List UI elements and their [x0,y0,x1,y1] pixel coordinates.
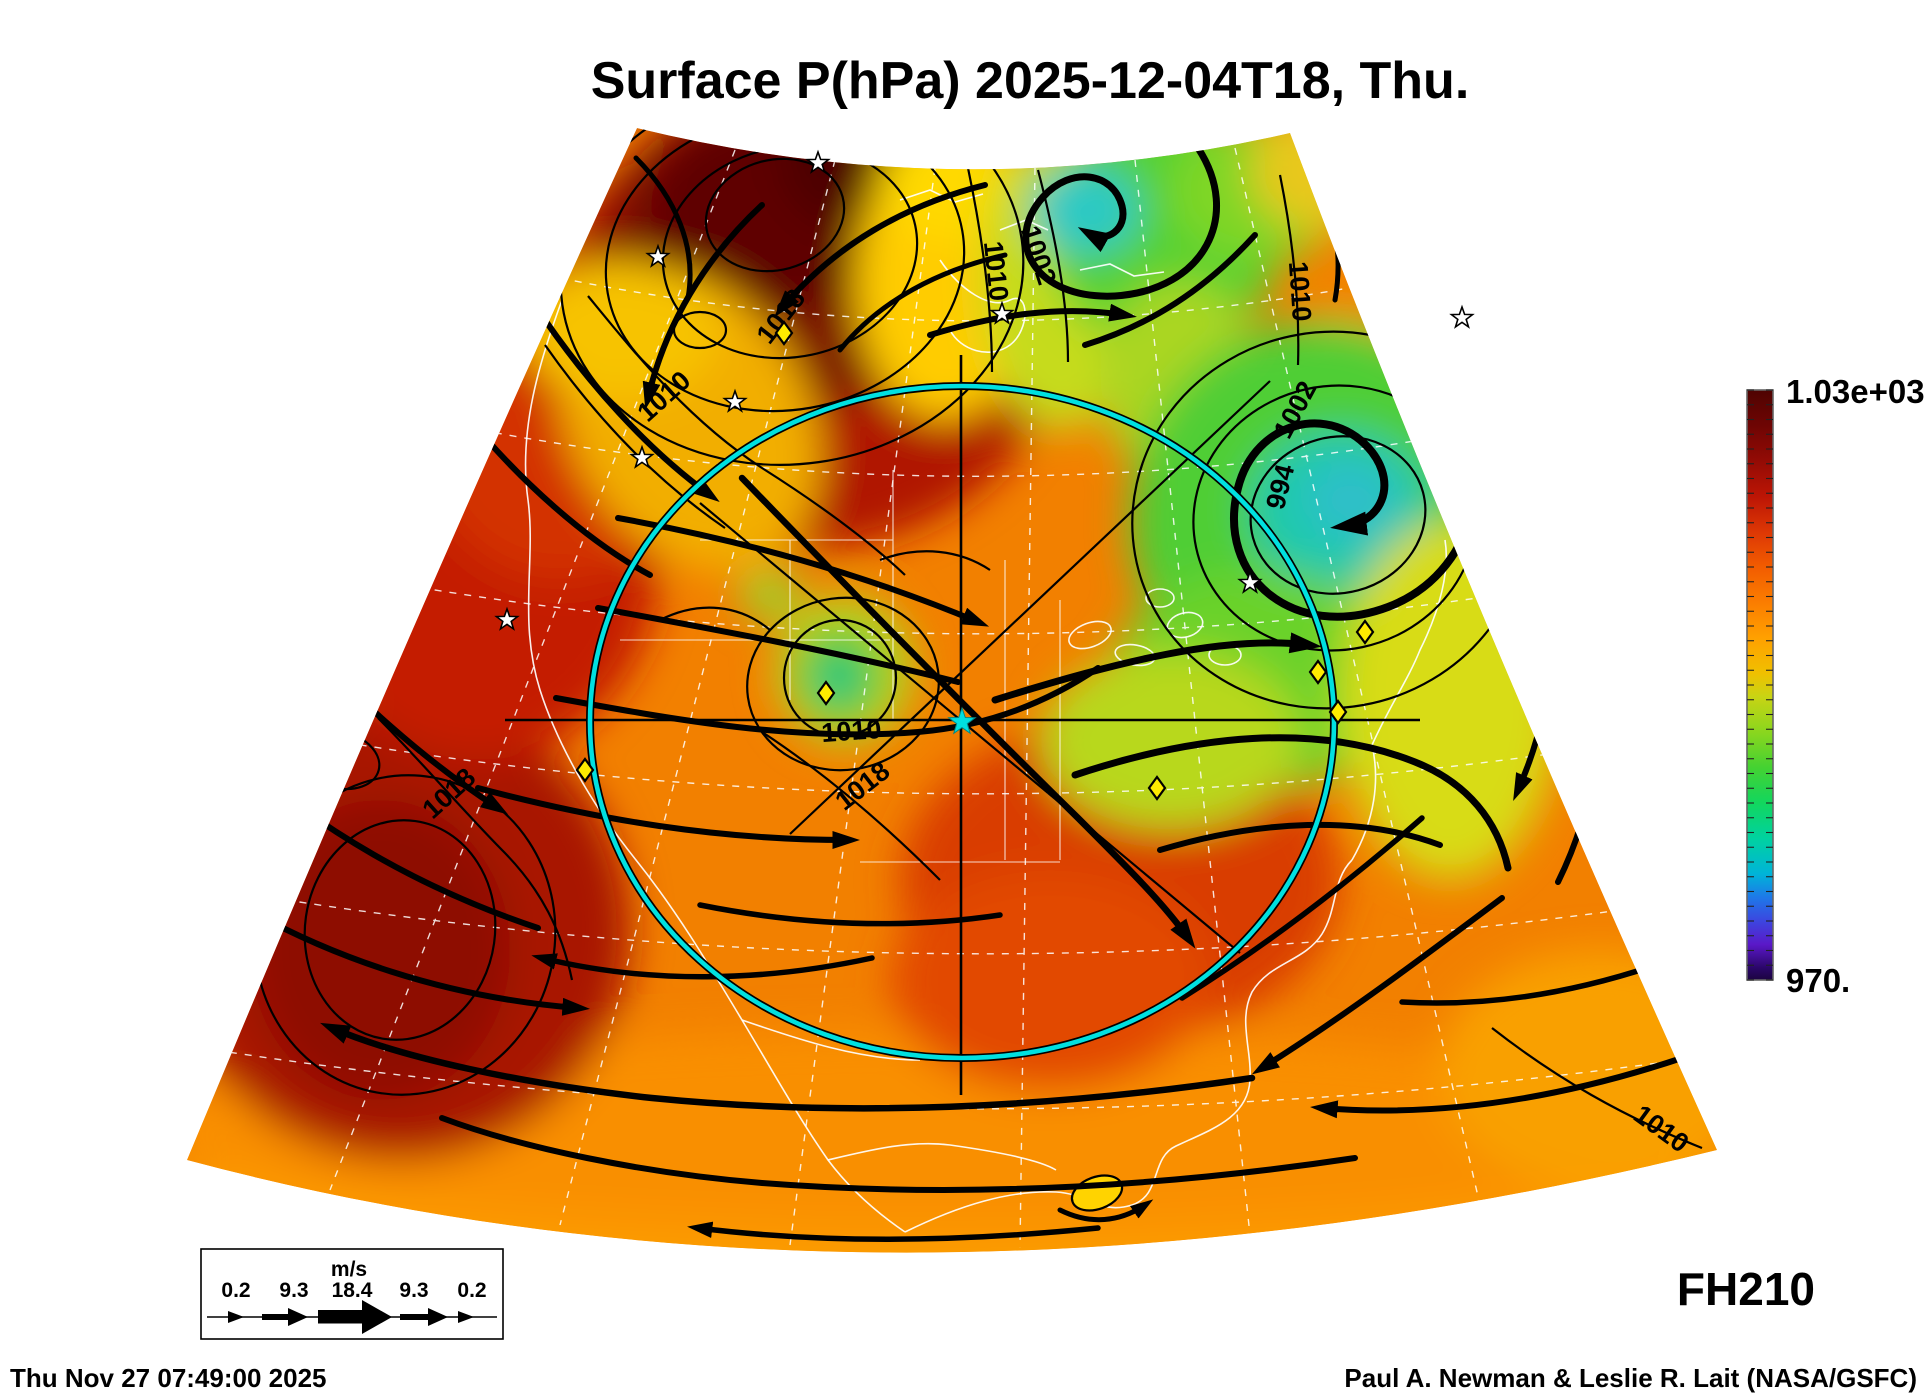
colorbar-ticks [1747,389,1773,981]
colorbar: 1.03e+03 970. [1746,373,1925,999]
contour-label: 1010 [820,714,882,748]
wind-legend-value: 0.2 [221,1279,250,1302]
wind-legend-box [200,1248,504,1340]
wind-legend-value: 18.4 [332,1279,373,1302]
contour-label: 1010 [978,240,1014,303]
wind-legend-values: 0.2 9.3 18.4 9.3 0.2 [221,1279,486,1302]
wind-legend-arrow [207,1300,497,1334]
reference-circle [587,383,1337,1061]
colorbar-max-label: 1.03e+03 [1786,373,1925,410]
generation-timestamp: Thu Nov 27 07:49:00 2025 [10,1363,327,1393]
credit-line: Paul A. Newman & Leslie R. Lait (NASA/GS… [1344,1363,1917,1393]
open-star-marker [1450,306,1474,328]
wind-speed-legend: m/s 0.2 9.3 18.4 9.3 0.2 [200,1248,504,1340]
map-center-star [947,706,977,735]
forecast-hour-label: FH210 [1677,1263,1815,1315]
map-markers [495,151,1474,801]
wind-legend-value: 0.2 [457,1279,486,1302]
crosshair-diagonal-1 [699,502,1241,954]
wind-legend-value: 9.3 [399,1279,428,1302]
colorbar-min-label: 970. [1786,962,1850,999]
page-title: Surface P(hPa) 2025-12-04T18, Thu. [591,52,1470,110]
map-area [187,128,1717,1253]
contour-label: 1010 [1283,260,1317,322]
wind-legend-units: m/s [331,1258,367,1281]
wind-legend-value: 9.3 [279,1279,308,1302]
